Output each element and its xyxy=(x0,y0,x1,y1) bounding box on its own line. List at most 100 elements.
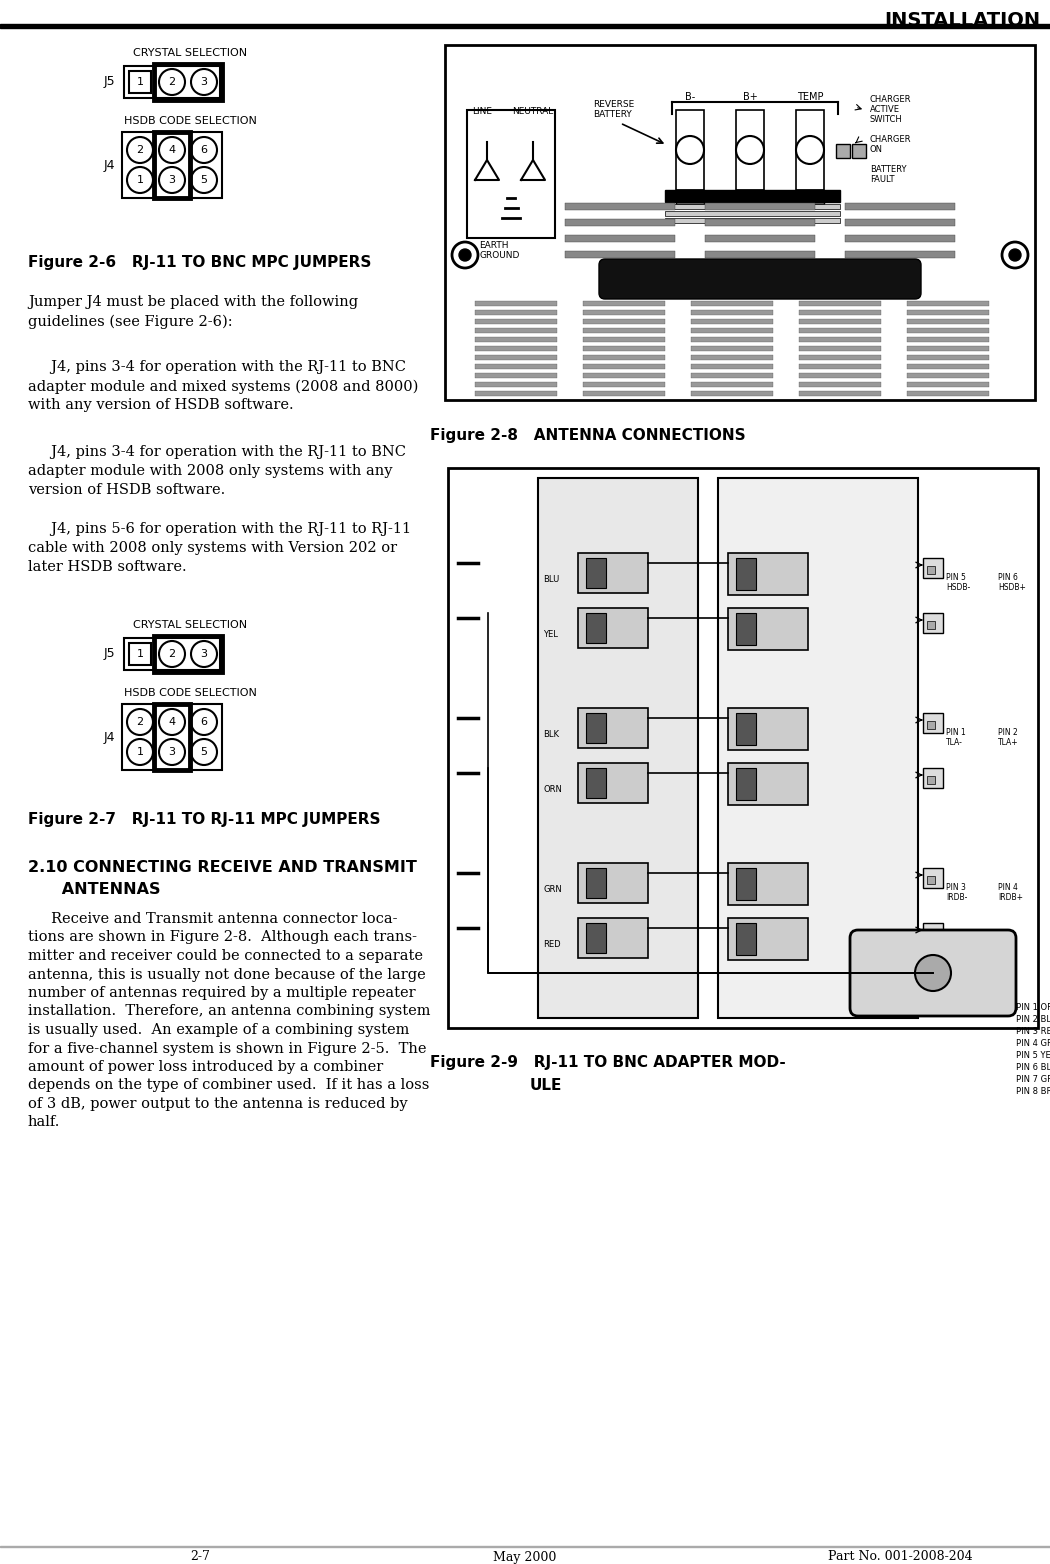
Text: CRYSTAL SELECTION: CRYSTAL SELECTION xyxy=(133,48,247,58)
Text: number of antennas required by a multiple repeater: number of antennas required by a multipl… xyxy=(28,985,416,999)
Bar xyxy=(736,558,756,590)
Bar xyxy=(845,203,956,210)
Bar xyxy=(583,346,665,350)
Bar xyxy=(691,328,773,333)
Circle shape xyxy=(191,740,217,765)
Text: PIN 2 BLK: PIN 2 BLK xyxy=(1016,1015,1050,1024)
Bar xyxy=(0,23,1050,28)
Text: NEUTRAL: NEUTRAL xyxy=(512,106,553,116)
Bar xyxy=(665,217,840,224)
Text: GRN: GRN xyxy=(543,885,562,895)
Text: for a five-channel system is shown in Figure 2-5.  The: for a five-channel system is shown in Fi… xyxy=(28,1042,426,1056)
Text: Figure 2-8   ANTENNA CONNECTIONS: Figure 2-8 ANTENNA CONNECTIONS xyxy=(430,429,746,443)
Bar xyxy=(586,768,606,798)
Text: PIN 4 GRN: PIN 4 GRN xyxy=(1016,1038,1050,1048)
Bar xyxy=(691,300,773,307)
Circle shape xyxy=(127,167,153,192)
Bar xyxy=(691,310,773,314)
Bar xyxy=(565,235,675,242)
Bar xyxy=(154,704,190,769)
Text: BLK: BLK xyxy=(543,730,559,740)
Text: 2: 2 xyxy=(168,649,175,658)
Bar xyxy=(475,372,556,378)
Text: half.: half. xyxy=(28,1115,61,1129)
Bar xyxy=(923,768,943,788)
Bar xyxy=(799,355,881,360)
Bar xyxy=(907,391,989,396)
Bar xyxy=(691,319,773,324)
Bar xyxy=(796,189,824,203)
Text: installation.  Therefore, an antenna combining system: installation. Therefore, an antenna comb… xyxy=(28,1004,430,1018)
Bar xyxy=(691,382,773,386)
Circle shape xyxy=(127,708,153,735)
Bar xyxy=(705,203,815,210)
Bar xyxy=(475,310,556,314)
Text: 1: 1 xyxy=(136,649,144,658)
Text: PIN 1
TLA-: PIN 1 TLA- xyxy=(946,727,966,748)
Bar xyxy=(583,336,665,343)
Bar xyxy=(578,708,648,748)
Text: mitter and receiver could be connected to a separate: mitter and receiver could be connected t… xyxy=(28,949,423,963)
Bar xyxy=(845,235,956,242)
Bar xyxy=(129,643,151,665)
Text: 3: 3 xyxy=(168,175,175,185)
Text: 4: 4 xyxy=(168,145,175,155)
Bar xyxy=(583,310,665,314)
Text: 6: 6 xyxy=(201,716,208,727)
Circle shape xyxy=(459,249,471,261)
Bar xyxy=(907,336,989,343)
Text: PIN 5
HSDB-: PIN 5 HSDB- xyxy=(946,572,970,593)
Bar xyxy=(705,250,815,258)
Bar xyxy=(583,372,665,378)
Circle shape xyxy=(159,641,185,666)
Bar xyxy=(129,70,151,92)
Bar xyxy=(586,923,606,952)
Text: PIN 3 RED: PIN 3 RED xyxy=(1016,1028,1050,1035)
Bar xyxy=(736,923,756,956)
Bar xyxy=(736,109,764,189)
Text: PIN 1 ORN: PIN 1 ORN xyxy=(1016,1003,1050,1012)
Text: 2: 2 xyxy=(136,145,144,155)
Bar xyxy=(907,328,989,333)
Text: PIN 3
IRDB-: PIN 3 IRDB- xyxy=(946,884,967,902)
Bar xyxy=(728,863,808,906)
Text: 3: 3 xyxy=(168,748,175,757)
Bar xyxy=(676,189,704,203)
Bar xyxy=(927,721,934,729)
Text: BLU: BLU xyxy=(543,576,560,583)
Bar xyxy=(907,355,989,360)
Bar xyxy=(852,144,866,158)
Bar xyxy=(475,364,556,369)
Bar xyxy=(907,300,989,307)
Circle shape xyxy=(452,242,478,267)
Bar xyxy=(578,554,648,593)
Text: PIN 7 GRY: PIN 7 GRY xyxy=(1016,1074,1050,1084)
Text: Figure 2-6   RJ-11 TO BNC MPC JUMPERS: Figure 2-6 RJ-11 TO BNC MPC JUMPERS xyxy=(28,255,372,271)
Bar xyxy=(475,346,556,350)
Text: Part No. 001-2008-204: Part No. 001-2008-204 xyxy=(827,1550,972,1564)
Bar xyxy=(736,713,756,744)
Bar xyxy=(927,621,934,629)
Bar xyxy=(907,372,989,378)
Bar xyxy=(475,328,556,333)
Bar xyxy=(923,923,943,943)
Bar xyxy=(691,355,773,360)
Bar xyxy=(907,382,989,386)
Text: is usually used.  An example of a combining system: is usually used. An example of a combini… xyxy=(28,1023,410,1037)
Text: 4: 4 xyxy=(168,716,175,727)
Circle shape xyxy=(159,740,185,765)
Text: J4, pins 3-4 for operation with the RJ-11 to BNC
adapter module and mixed system: J4, pins 3-4 for operation with the RJ-1… xyxy=(28,360,418,413)
Bar xyxy=(923,613,943,633)
Text: CHARGER
ACTIVE
SWITCH: CHARGER ACTIVE SWITCH xyxy=(870,95,911,124)
Bar xyxy=(691,364,773,369)
Circle shape xyxy=(159,708,185,735)
Bar xyxy=(578,763,648,802)
Text: CHARGER
ON: CHARGER ON xyxy=(870,135,911,153)
Circle shape xyxy=(1002,242,1028,267)
Circle shape xyxy=(191,167,217,192)
Bar xyxy=(676,109,704,189)
Bar xyxy=(923,713,943,734)
Bar xyxy=(728,918,808,960)
Bar xyxy=(691,391,773,396)
Bar xyxy=(691,372,773,378)
